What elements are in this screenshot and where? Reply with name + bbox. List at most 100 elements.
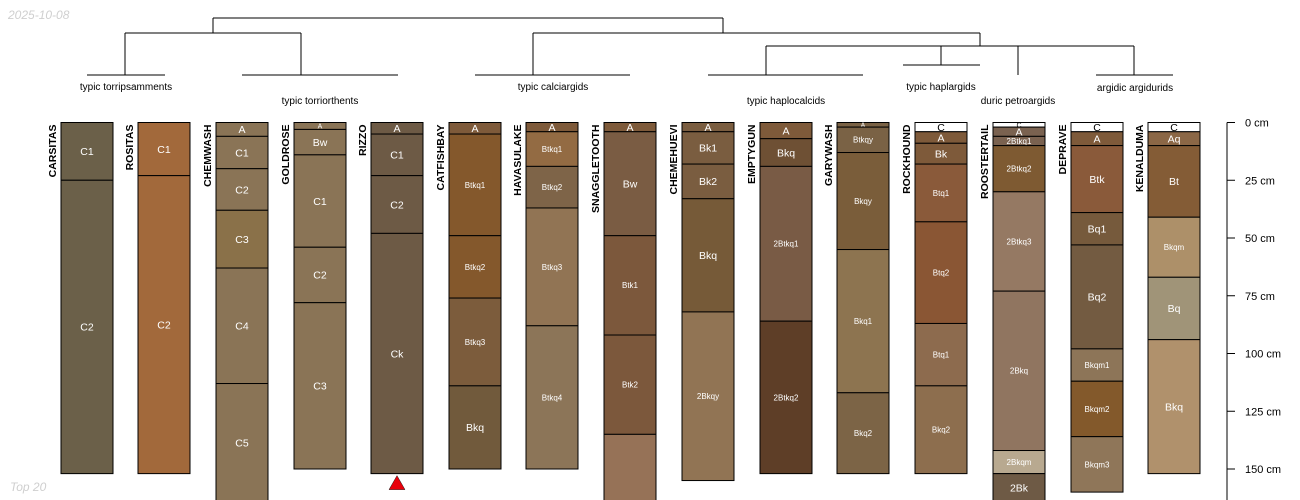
horizon-label: Btkqy [853,136,873,145]
date-label: 2025-10-08 [8,8,70,22]
horizon-rect [759,138,813,167]
horizon-label: A [393,123,400,135]
horizon-label: Btk1 [622,281,639,290]
horizon-label: A [626,122,633,134]
horizon-rect [448,297,502,387]
horizon-rect [448,133,502,237]
horizon-label: Bq2 [1088,292,1107,304]
taxonomy-labels: typic torripsamments typic torriorthents t… [80,82,1173,107]
profile-chemwash: A C1 C2 C3 C4 C5 CHEMWASH [202,122,269,500]
horizon-rect [681,311,735,482]
horizon-label: Bq [1168,303,1181,315]
soil-profiles: C1 C2 CARSITAS C1 C2 ROSITAS A C1 C2 C3 C4 C5 CHEMWA… [47,122,1201,500]
horizon-rect [992,290,1046,452]
profile-name: ROOSTERTAIL [979,124,991,199]
horizon-rect [448,385,502,470]
horizon-label: 2Bkq [1010,367,1028,376]
horizon-rect [525,207,579,327]
horizon-rect [215,383,269,500]
profile-name: SNAGGLETOOTH [590,125,602,213]
depth-tick-label: 150 cm [1245,464,1281,476]
horizon-rect [1070,212,1124,246]
horizon-label: Bkq [777,147,795,159]
horizon-label: A [704,122,711,134]
profile-carsitas: C1 C2 CARSITAS [47,122,114,475]
depth-tick-label: 100 cm [1245,349,1281,361]
horizon-label: Bkq [466,422,484,434]
taxon-label: duric petroargids [981,96,1055,107]
horizon-label: C1 [157,144,171,156]
horizon-rect [603,334,657,435]
horizon-label: 2Bk [1010,483,1029,495]
profile-name: ROSITAS [124,125,136,171]
horizon-label: Bk2 [699,176,717,188]
profile-name: HAVASULAKE [512,125,524,196]
horizon-rect [992,145,1046,193]
horizon-label: C2 [235,184,249,196]
horizon-label: Ck [391,348,405,360]
marker-triangle [388,475,406,490]
horizon-label: Bkqm2 [1085,405,1110,414]
horizon-rect [1147,216,1201,278]
taxon-label: typic torripsamments [80,82,172,93]
horizon-rect [1070,348,1124,382]
depth-tick-label: 0 cm [1245,118,1269,130]
horizon-label: C3 [313,381,327,393]
horizon-rect [1070,436,1124,493]
horizon-rect [836,249,890,394]
horizon-label: Btk2 [622,381,639,390]
horizon-label: C [1016,122,1021,129]
horizon-label: 2Btkq2 [1007,165,1032,174]
horizon-label: C4 [235,321,249,333]
horizon-label: Btkq1 [465,181,486,190]
horizon-rect [293,302,347,470]
horizon-rect [914,322,968,387]
profile-name: CARSITAS [47,125,59,178]
horizon-rect [525,165,579,209]
horizon-label: C [937,122,945,134]
horizon-label: Btkq2 [465,263,486,272]
horizon-label: C1 [80,146,94,158]
profile-chemehuevi: A Bk1 Bk2 Bkq 2Bkqy CHEMEHUEVI [668,122,735,482]
profile-deprave: CA Btk Bq1 Bq2 Bkqm1 Bkqm2 Bkqm3 DEPRAVE [1057,122,1124,493]
horizon-label: C [1170,122,1178,134]
horizon-label: Bw [313,137,328,149]
profile-name: CHEMEHUEVI [668,124,680,194]
horizon-label: C [1093,122,1101,134]
horizon-rect [525,325,579,470]
taxon-label: typic haplargids [906,82,975,93]
horizon-rect [525,131,579,167]
horizon-label: Bkq1 [854,317,873,326]
dendrogram [87,17,1173,76]
horizon-rect [759,320,813,475]
taxon-label: typic calciargids [518,82,589,93]
horizon-label: C2 [80,322,94,334]
horizon-rect [1147,276,1201,341]
horizon-label: A [861,122,866,129]
depth-tick-label: 50 cm [1245,233,1275,245]
horizon-label: Bkq [699,250,717,262]
horizon-label: A [238,124,245,136]
profile-rositas: C1 C2 ROSITAS [124,122,191,475]
horizon-label: Btkq2 [542,183,563,192]
depth-tick-label: 75 cm [1245,291,1275,303]
profile-kenalduma: CAq Bt Bkqm Bq Bkq KENALDUMA [1134,122,1201,475]
horizon-rect [681,198,735,313]
horizon-label: 2Btkq1 [774,240,799,249]
horizon-rect [836,392,890,475]
profile-name: GARYWASH [823,125,835,186]
horizon-label: Bw [623,178,638,190]
horizon-label: A [1015,127,1022,139]
horizon-rect [215,209,269,269]
horizon-rect [914,385,968,475]
horizon-rect [603,235,657,336]
horizon-rect [1147,145,1201,218]
horizon-label: Bt [1169,176,1179,188]
depth-axis: 0 cm 25 cm 50 cm 75 cm 100 cm 125 cm 150 cm [1226,118,1281,500]
horizon-label: Bq1 [1088,224,1107,236]
horizon-rect [137,122,191,177]
horizon-label: Btkq4 [542,393,563,402]
horizon-rect [293,128,347,156]
taxon-label: typic torriorthents [282,96,359,107]
